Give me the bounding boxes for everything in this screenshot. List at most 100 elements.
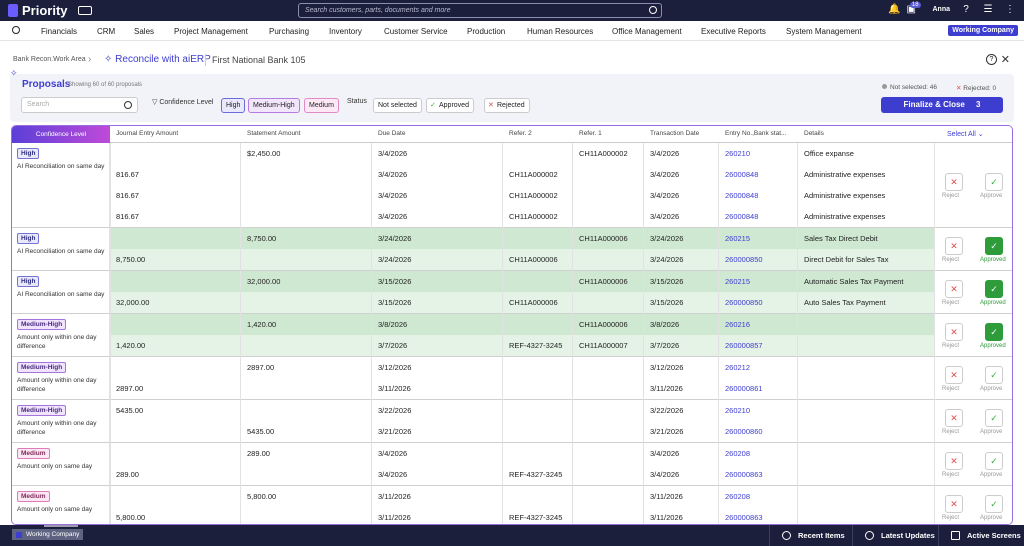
table-row[interactable]: 5,800.00 3/11/2026 REF-4327-3245 3/11/2026 2… bbox=[12, 507, 1012, 524]
cell-entry[interactable]: 260000850 bbox=[725, 298, 763, 307]
search-icon[interactable] bbox=[649, 6, 657, 14]
col-confidence-level[interactable]: Confidence Level bbox=[12, 126, 110, 143]
chip-medium-high[interactable]: Medium-High bbox=[248, 98, 300, 113]
approve-button[interactable]: ✓ bbox=[985, 172, 1003, 191]
table-row[interactable]: 5,800.00 3/11/2026 3/11/2026 260208 bbox=[12, 486, 1012, 507]
reject-button[interactable]: ✕ bbox=[945, 279, 963, 298]
cell-entry[interactable]: 260000861 bbox=[725, 384, 763, 393]
cell-entry[interactable]: 260000850 bbox=[725, 255, 763, 264]
col-transaction-date[interactable]: Transaction Date bbox=[650, 130, 700, 137]
bottom-company-tab[interactable]: Working Company bbox=[12, 529, 84, 540]
table-row[interactable]: 5435.00 3/22/2026 3/22/2026 260210 bbox=[12, 400, 1012, 421]
latest-updates-tab[interactable]: Latest Updates bbox=[852, 525, 938, 546]
keyboard-icon[interactable] bbox=[77, 6, 92, 15]
chip-medium[interactable]: Medium bbox=[304, 98, 339, 113]
col-refer-2[interactable]: Refer. 2 bbox=[509, 130, 532, 137]
chip-rejected[interactable]: ✕ Rejected bbox=[484, 98, 530, 113]
cell-entry[interactable]: 260000857 bbox=[725, 341, 763, 350]
table-row[interactable]: $2,450.00 3/4/2026 CH11A000002 3/4/2026 2602… bbox=[12, 143, 1012, 164]
menu-human-resources[interactable]: Human Resources bbox=[527, 27, 594, 36]
more-options-icon[interactable]: ⋮ bbox=[1005, 3, 1015, 15]
approve-button[interactable]: ✓ bbox=[985, 408, 1003, 427]
close-icon[interactable]: ✕ bbox=[1000, 54, 1010, 66]
reject-button[interactable]: ✕ bbox=[945, 408, 963, 427]
menu-project-management[interactable]: Project Management bbox=[174, 27, 248, 36]
approve-button[interactable]: ✓ bbox=[985, 494, 1003, 513]
cell-entry[interactable]: 260000863 bbox=[725, 513, 763, 522]
table-row[interactable]: 816.67 3/4/2026 CH11A000002 3/4/2026 2600084… bbox=[12, 164, 1012, 185]
inbox-icon[interactable]: ▣ 18 bbox=[906, 2, 921, 15]
select-all-dropdown[interactable]: Select All ⌄ bbox=[947, 131, 984, 138]
cell-entry[interactable]: 260215 bbox=[725, 234, 751, 243]
cell-entry[interactable]: 260212 bbox=[725, 363, 751, 372]
col-details[interactable]: Details bbox=[804, 130, 824, 137]
hamburger-menu-icon[interactable]: ☰ bbox=[983, 3, 993, 15]
menu-financials[interactable]: Financials bbox=[41, 27, 78, 36]
menu-purchasing[interactable]: Purchasing bbox=[269, 27, 310, 36]
col-due-date[interactable]: Due Date bbox=[378, 130, 406, 137]
cell-entry[interactable]: 260208 bbox=[725, 449, 751, 458]
menu-sales[interactable]: Sales bbox=[134, 27, 155, 36]
table-row[interactable]: 289.00 3/4/2026 REF-4327-3245 3/4/2026 26000… bbox=[12, 464, 1012, 485]
help-icon[interactable]: ? bbox=[963, 3, 969, 15]
menu-system-management[interactable]: System Management bbox=[786, 27, 862, 36]
finalize-close-button[interactable]: Finalize & Close 3 bbox=[881, 97, 1003, 113]
chip-approved[interactable]: ✓ Approved bbox=[426, 98, 474, 113]
menu-crm[interactable]: CRM bbox=[97, 27, 116, 36]
menu-customer-service[interactable]: Customer Service bbox=[384, 27, 448, 36]
help-icon[interactable]: ? bbox=[986, 54, 997, 65]
table-row[interactable]: 816.67 3/4/2026 CH11A000002 3/4/2026 2600084… bbox=[12, 185, 1012, 206]
menu-production[interactable]: Production bbox=[467, 27, 506, 36]
cell-entry[interactable]: 260000863 bbox=[725, 470, 763, 479]
table-row[interactable]: 32,000.00 3/15/2026 CH11A000006 3/15/2026 26… bbox=[12, 271, 1012, 292]
reject-button[interactable]: ✕ bbox=[945, 494, 963, 513]
recent-items-tab[interactable]: Recent Items bbox=[769, 525, 851, 546]
table-row[interactable]: 816.67 3/4/2026 CH11A000002 3/4/2026 2600084… bbox=[12, 206, 1012, 227]
table-row[interactable]: 2897.00 3/11/2026 3/11/2026 260000861 bbox=[12, 378, 1012, 399]
col-refer-1[interactable]: Refer. 1 bbox=[579, 130, 602, 137]
col-journal-entry-amount[interactable]: Journal Entry Amount bbox=[116, 130, 179, 137]
table-row[interactable]: 2897.00 3/12/2026 3/12/2026 260212 bbox=[12, 357, 1012, 378]
cell-entry[interactable]: 260215 bbox=[725, 277, 751, 286]
chip-high[interactable]: High bbox=[221, 98, 246, 113]
cell-entry[interactable]: 26000848 bbox=[725, 191, 759, 200]
reject-button[interactable]: ✕ bbox=[945, 236, 963, 255]
reject-button[interactable]: ✕ bbox=[945, 322, 963, 341]
global-search-input[interactable]: Search customers, parts, documents and m… bbox=[298, 3, 662, 18]
priority-logo[interactable]: Priority bbox=[8, 3, 68, 18]
col-entry-no[interactable]: Entry No.,Bank stat... bbox=[725, 130, 787, 137]
approve-button[interactable]: ✓ bbox=[985, 279, 1003, 298]
reject-button[interactable]: ✕ bbox=[945, 451, 963, 470]
menu-executive-reports[interactable]: Executive Reports bbox=[701, 27, 766, 36]
table-row[interactable]: 8,750.00 3/24/2026 CH11A000006 3/24/2026 260… bbox=[12, 249, 1012, 270]
cell-entry[interactable]: 260208 bbox=[725, 492, 751, 501]
user-name[interactable]: Anna bbox=[932, 5, 951, 13]
chip-not-selected[interactable]: Not selected bbox=[373, 98, 422, 113]
menu-office-management[interactable]: Office Management bbox=[612, 27, 682, 36]
breadcrumb-area[interactable]: Bank Recon.Work Area bbox=[13, 56, 86, 63]
company-selector[interactable]: Working Company bbox=[948, 25, 1018, 36]
bell-icon[interactable]: 🔔 bbox=[888, 3, 901, 15]
cell-entry[interactable]: 260216 bbox=[725, 320, 751, 329]
approve-button[interactable]: ✓ bbox=[985, 236, 1003, 255]
table-row[interactable]: 5435.00 3/21/2026 3/21/2026 260000860 bbox=[12, 421, 1012, 442]
reject-button[interactable]: ✕ bbox=[945, 172, 963, 191]
cell-entry[interactable]: 260000860 bbox=[725, 427, 763, 436]
proposals-search-input[interactable]: Search bbox=[21, 97, 138, 113]
cell-entry[interactable]: 26000848 bbox=[725, 212, 759, 221]
cell-entry[interactable]: 26000848 bbox=[725, 170, 759, 179]
table-row[interactable]: 32,000.00 3/15/2026 CH11A000006 3/15/2026 26… bbox=[12, 292, 1012, 313]
col-statement-amount[interactable]: Statement Amount bbox=[247, 130, 301, 137]
table-row[interactable]: 1,420.00 3/8/2026 CH11A000006 3/8/2026 26021… bbox=[12, 314, 1012, 335]
approve-button[interactable]: ✓ bbox=[985, 451, 1003, 470]
cell-entry[interactable]: 260210 bbox=[725, 149, 751, 158]
scroll-thumb[interactable] bbox=[44, 525, 78, 527]
reject-button[interactable]: ✕ bbox=[945, 365, 963, 384]
cell-entry[interactable]: 260210 bbox=[725, 406, 751, 415]
table-row[interactable]: 1,420.00 3/7/2026 REF-4327-3245 CH11A000007… bbox=[12, 335, 1012, 356]
menu-search-icon[interactable] bbox=[12, 26, 20, 34]
approve-button[interactable]: ✓ bbox=[985, 322, 1003, 341]
active-screens-tab[interactable]: Active Screens bbox=[938, 525, 1024, 546]
table-row[interactable]: 8,750.00 3/24/2026 CH11A000006 3/24/2026 260… bbox=[12, 228, 1012, 249]
table-row[interactable]: 289.00 3/4/2026 3/4/2026 260208 bbox=[12, 443, 1012, 464]
